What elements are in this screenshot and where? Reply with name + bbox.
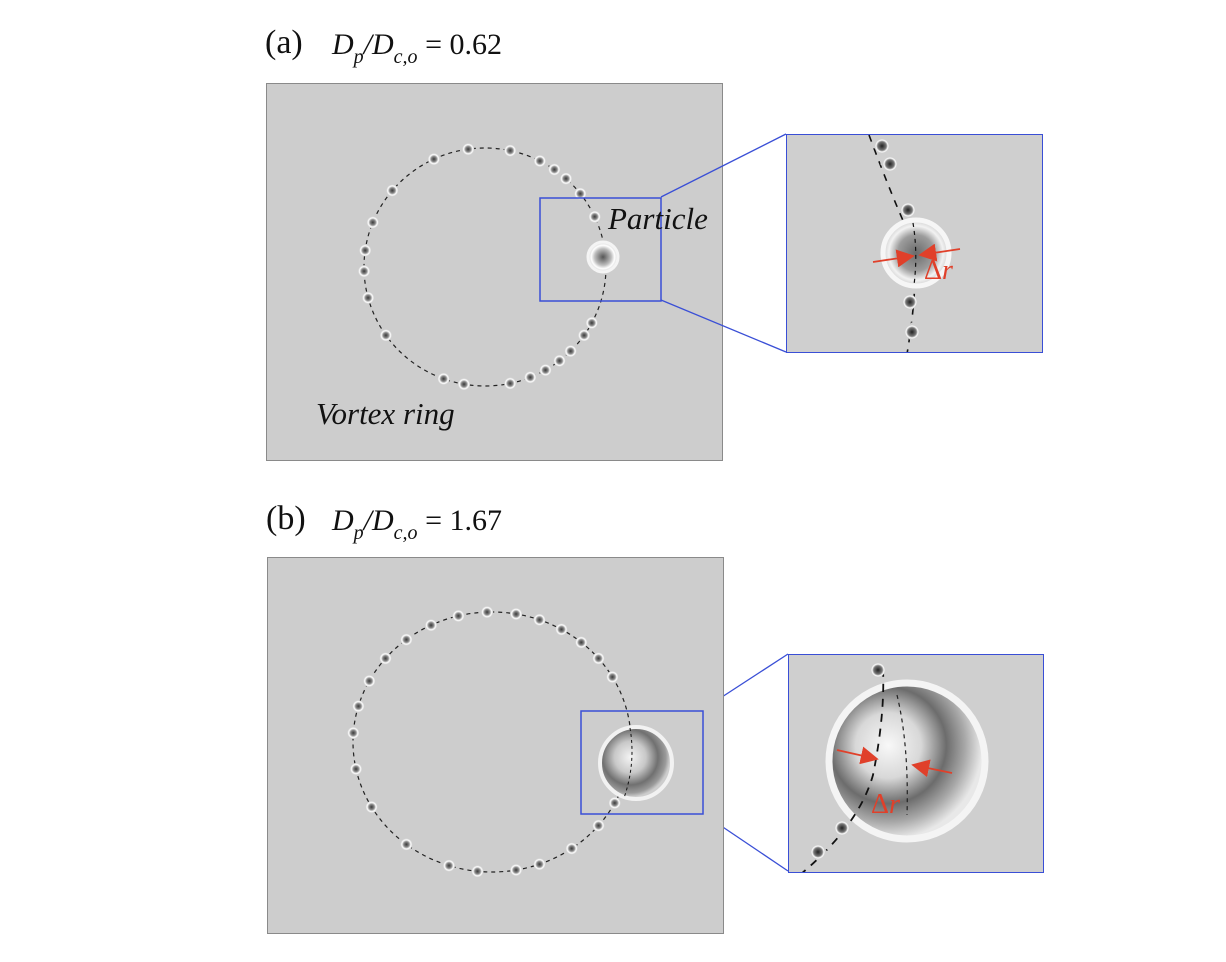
ring-marker — [443, 859, 455, 872]
ring-marker — [386, 184, 399, 197]
ring-marker — [564, 345, 577, 358]
panel-a-ring-svg — [358, 143, 662, 391]
ring-marker — [608, 797, 621, 809]
ring-markers-a — [358, 143, 601, 391]
ring-marker — [539, 364, 552, 377]
ring-marker — [471, 865, 484, 878]
ring-marker — [379, 652, 392, 665]
particle-a — [586, 240, 620, 274]
ring-marker — [362, 291, 375, 304]
inset-b-svg — [801, 660, 989, 872]
particle-a-zoomed — [880, 217, 952, 289]
ring-marker — [366, 216, 379, 229]
vortex-ring-label: Vortex ring — [316, 396, 455, 431]
ring-marker — [588, 210, 601, 223]
ring-markers-b — [347, 606, 621, 878]
delta-r-arrow-left-b — [836, 746, 879, 765]
delta-r-label-b: Δr — [871, 789, 900, 820]
delta-r-arrow-right-b — [911, 759, 953, 778]
ring-marker — [379, 329, 392, 342]
ring-marker — [350, 763, 362, 775]
ring-marker — [427, 153, 440, 166]
ring-marker — [437, 372, 450, 385]
ring-marker — [504, 144, 517, 157]
ring-marker — [425, 619, 438, 632]
ring-marker — [533, 155, 546, 167]
delta-r-label-a: Δr — [924, 255, 953, 286]
ring-marker — [347, 726, 360, 739]
particle-b — [598, 725, 674, 801]
particle-b-zoomed — [825, 679, 989, 843]
ring-marker — [555, 623, 568, 636]
ring-marker — [510, 608, 523, 620]
ring-marker — [400, 838, 413, 851]
delta-r-arrow-left-a — [872, 249, 915, 268]
zoom-box-b — [580, 710, 704, 815]
ring-marker — [359, 244, 372, 257]
ring-marker — [365, 801, 378, 813]
ring-marker — [575, 636, 588, 649]
ring-marker — [352, 700, 365, 713]
ring-marker — [565, 842, 578, 855]
ring-marker — [548, 163, 561, 176]
panel-a-inset: Δr — [786, 134, 1043, 353]
ring-marker — [481, 606, 494, 619]
panel-b-ratio: Dp/Dc,o = 1.67 — [332, 504, 502, 544]
ring-marker — [606, 671, 619, 683]
panel-b-label: (b) — [266, 500, 306, 537]
panel-b-image — [267, 557, 724, 934]
zoom-box-a — [539, 197, 662, 302]
panel-b-ring-svg — [347, 606, 704, 878]
ring-marker — [560, 172, 572, 185]
ring-marker — [533, 613, 546, 626]
ring-marker — [524, 371, 537, 384]
ring-marker — [504, 377, 517, 390]
ring-marker — [400, 633, 413, 646]
ring-marker — [574, 187, 587, 200]
ring-marker — [578, 329, 591, 342]
panel-a-image: Particle Vortex ring — [266, 83, 723, 461]
particle-label: Particle — [608, 201, 708, 236]
ring-marker — [553, 354, 566, 367]
ring-marker — [592, 819, 605, 832]
ring-marker — [585, 316, 598, 329]
ring-marker — [533, 858, 546, 871]
ring-marker — [592, 652, 605, 665]
panel-b-inset: Δr — [788, 654, 1044, 873]
ring-marker — [462, 143, 475, 156]
ring-marker — [510, 864, 523, 876]
ring-marker — [363, 675, 376, 687]
ring-marker — [458, 378, 470, 391]
inset-a-svg — [868, 135, 961, 352]
panel-a-ratio: Dp/Dc,o = 0.62 — [332, 28, 502, 68]
panel-a-label: (a) — [265, 24, 303, 61]
vortex-ring-dashed-b — [352, 611, 632, 873]
delta-r-arrow-right-a — [918, 243, 961, 262]
ring-marker — [452, 609, 465, 622]
ring-marker — [358, 265, 371, 278]
